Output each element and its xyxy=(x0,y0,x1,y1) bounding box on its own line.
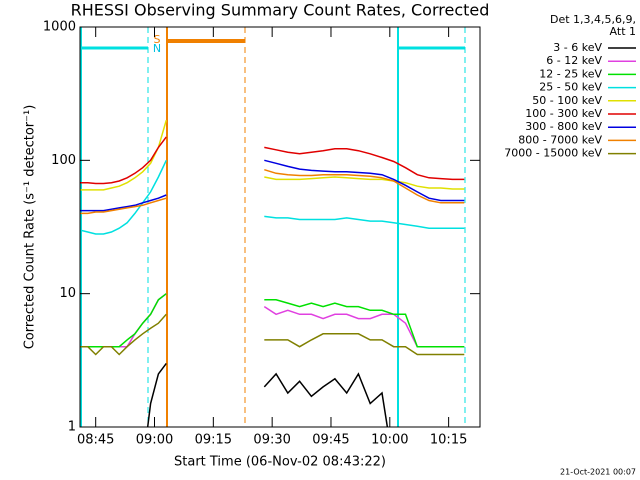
series-line xyxy=(80,119,465,191)
series-line xyxy=(80,168,465,215)
x-tick-label: 10:00 xyxy=(371,433,408,448)
x-tick-label: 09:00 xyxy=(136,433,173,448)
x-tick-label: 09:15 xyxy=(195,433,232,448)
y-tick-label: 1000 xyxy=(43,20,76,35)
x-tick-label: 10:15 xyxy=(430,433,467,448)
series-line xyxy=(80,313,465,356)
legend-label: 100 - 300 keV xyxy=(525,107,602,120)
legend-label: 50 - 100 keV xyxy=(532,94,602,107)
flag-label: S xyxy=(154,33,161,46)
legend-label: 3 - 6 keV xyxy=(553,41,602,54)
series-line xyxy=(80,136,465,185)
legend-label: 25 - 50 keV xyxy=(539,81,602,94)
legend-label: 800 - 7000 keV xyxy=(518,133,602,146)
flag-label: N xyxy=(153,42,161,55)
x-tick-label: 08:45 xyxy=(77,433,114,448)
flags: S N xyxy=(80,27,466,427)
plot-lines xyxy=(80,119,465,427)
legend-label: 7000 - 15000 keV xyxy=(504,147,602,160)
x-axis-label: Start Time (06-Nov-02 08:43:22) xyxy=(174,455,386,470)
series-line xyxy=(146,362,389,427)
legend-title: Det 1,3,4,5,6,9, xyxy=(550,13,636,26)
x-tick-label: 09:45 xyxy=(312,433,349,448)
footer: 21-Oct-2021 00:07 xyxy=(560,468,636,477)
series-line xyxy=(80,159,465,212)
plot-frame xyxy=(79,26,481,428)
y-tick-label: 100 xyxy=(51,153,76,168)
chart-title: RHESSI Observing Summary Count Rates, Co… xyxy=(71,1,490,20)
x-tick-label: 09:30 xyxy=(253,433,290,448)
series-line xyxy=(80,293,465,348)
legend-title: Att 1 xyxy=(610,25,636,38)
y-tick-label: 1 xyxy=(68,420,76,435)
legend-label: 6 - 12 keV xyxy=(546,54,602,67)
legend-label: 300 - 800 keV xyxy=(525,120,602,133)
y-axis-label: Corrected Count Rate (s⁻¹ detector⁻¹) xyxy=(23,105,38,350)
legend-label: 12 - 25 keV xyxy=(539,67,602,80)
series-line xyxy=(80,159,465,235)
series-line xyxy=(80,293,465,348)
y-tick-label: 10 xyxy=(59,286,76,301)
